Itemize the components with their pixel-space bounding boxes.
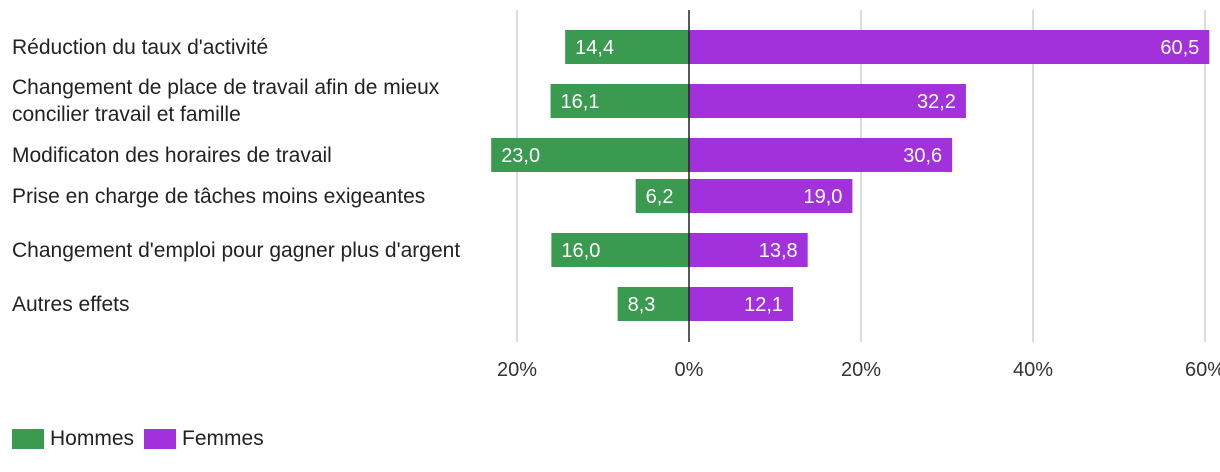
bar-hommes-taches bbox=[635, 179, 689, 213]
legend-label-femmes: Femmes bbox=[182, 427, 264, 450]
x-tick-label-0: 20% bbox=[497, 359, 537, 381]
value-label-femmes-taches: 19,0 bbox=[803, 186, 842, 208]
category-label-changement-place-travail: Changement de place de travail afin de m… bbox=[12, 76, 440, 126]
value-label-femmes-horaires: 30,6 bbox=[903, 145, 942, 167]
bar-hommes-emploi bbox=[551, 233, 689, 267]
category-label-modification-horaires: Modificaton des horaires de travail bbox=[12, 143, 332, 167]
category-label-reduction-taux-activite: Réduction du taux d'activité bbox=[12, 35, 269, 59]
bar-femmes-taches bbox=[689, 179, 853, 213]
legend: Hommes Femmes bbox=[12, 427, 274, 451]
x-tick-label-2: 20% bbox=[841, 359, 881, 381]
value-label-hommes-reduction: 14,4 bbox=[575, 37, 614, 59]
legend-label-hommes: Hommes bbox=[50, 427, 135, 450]
bar-femmes-emploi bbox=[689, 233, 808, 267]
value-label-femmes-autres: 12,1 bbox=[744, 294, 783, 316]
bar-hommes-autres bbox=[617, 287, 689, 321]
x-tick-label-3: 40% bbox=[1013, 359, 1053, 381]
bar-hommes-changement-place bbox=[550, 84, 689, 118]
x-tick-label-1: 0% bbox=[675, 359, 704, 381]
bar-femmes-horaires bbox=[689, 138, 953, 172]
value-label-femmes-reduction: 60,5 bbox=[1160, 37, 1199, 59]
value-label-hommes-emploi: 16,0 bbox=[561, 240, 600, 262]
x-tick-label-4: 60% bbox=[1185, 359, 1220, 381]
value-label-hommes-taches: 6,2 bbox=[646, 186, 674, 208]
bar-hommes-reduction bbox=[565, 30, 689, 64]
bar-femmes-changement-place bbox=[689, 84, 966, 118]
bar-femmes-reduction bbox=[689, 30, 1210, 64]
legend-item-hommes: Hommes bbox=[12, 427, 134, 451]
value-label-femmes-changement-place: 32,2 bbox=[917, 91, 956, 113]
value-label-femmes-emploi: 13,8 bbox=[759, 240, 798, 262]
legend-swatch-femmes bbox=[144, 429, 177, 449]
bar-hommes-horaires bbox=[491, 138, 689, 172]
category-label-changement-emploi: Changement d'emploi pour gagner plus d'a… bbox=[12, 238, 461, 262]
value-label-hommes-horaires: 23,0 bbox=[501, 145, 540, 167]
legend-swatch-hommes bbox=[12, 429, 44, 449]
bar-femmes-autres bbox=[689, 287, 794, 321]
category-label-autres-effets: Autres effets bbox=[12, 292, 130, 316]
value-label-hommes-autres: 8,3 bbox=[628, 294, 656, 316]
category-label-taches-moins-exigeantes: Prise en charge de tâches moins exigeant… bbox=[12, 184, 426, 208]
value-label-hommes-changement-place: 16,1 bbox=[561, 91, 600, 113]
legend-item-femmes: Femmes bbox=[144, 427, 264, 451]
